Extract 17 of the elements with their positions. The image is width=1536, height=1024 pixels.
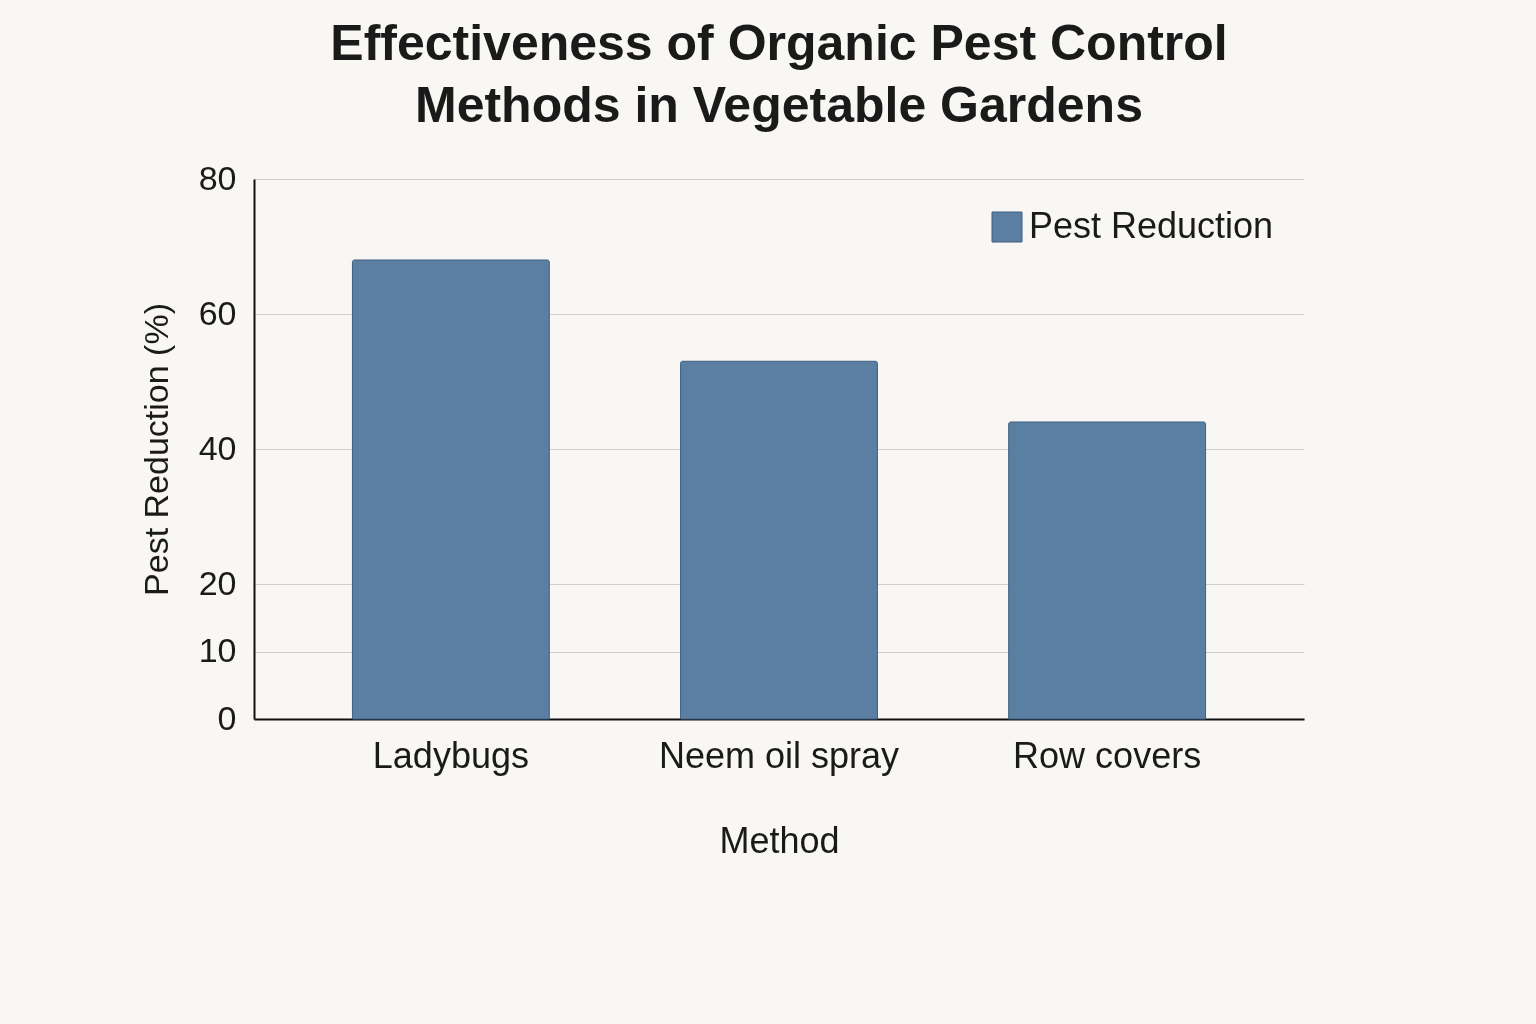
bar <box>351 259 550 720</box>
y-axis-title: Pest Reduction (%) <box>136 303 175 596</box>
legend-label: Pest Reduction <box>1029 205 1274 246</box>
y-tick-label: 20 <box>198 563 237 602</box>
x-tick-label: Ladybugs <box>372 734 529 776</box>
x-tick-label: Row covers <box>1013 734 1202 776</box>
y-tick-label: 80 <box>198 158 237 197</box>
y-tick-label: 10 <box>198 631 237 669</box>
bar <box>680 360 878 720</box>
bar <box>1008 421 1207 720</box>
text: Methods in Vegetable Gardens <box>415 77 1143 133</box>
y-tick-label: 0 <box>217 698 237 737</box>
text: Effectiveness of Organic Pest Control <box>330 15 1228 71</box>
x-axis-title: Method <box>719 819 840 861</box>
x-tick-label: Neem oil spray <box>658 734 900 776</box>
y-tick-label: 60 <box>198 293 237 332</box>
y-tick-label: 40 <box>198 428 237 467</box>
